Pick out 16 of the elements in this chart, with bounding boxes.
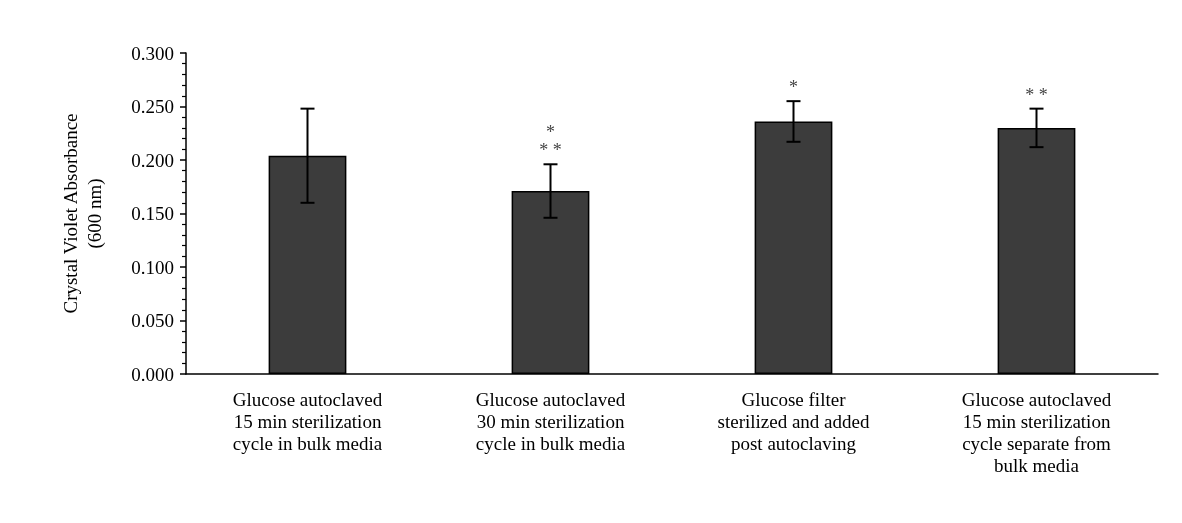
annotation: * xyxy=(789,77,798,98)
x-tick-label: Glucose autoclaved 15 min sterilization cycle in bulk media xyxy=(232,388,383,454)
y-tick-label: 0.150 xyxy=(131,203,174,224)
y-tick-label: 0.000 xyxy=(131,363,174,385)
annotation: * * xyxy=(1025,84,1048,105)
y-tick-label: 0.200 xyxy=(131,149,174,171)
x-tick-label: Glucose filter sterilized and added post autoclaving xyxy=(717,388,870,454)
annotation: * xyxy=(546,122,555,143)
annotation: * * xyxy=(539,140,562,161)
x-tick-label: Glucose autoclaved 15 min sterilization cycle separate from bulk media xyxy=(961,388,1112,476)
x-tick-label: Glucose autoclaved 30 min sterilization cycle in bulk media xyxy=(475,388,626,454)
y-tick-label: 0.300 xyxy=(131,42,174,64)
y-tick-label: 0.250 xyxy=(131,96,174,117)
y-tick-label: 0.050 xyxy=(131,310,174,331)
y-axis-title: Crystal Violet Absorbance (600 nm) xyxy=(59,113,106,314)
y-tick-label: 0.100 xyxy=(131,256,174,278)
